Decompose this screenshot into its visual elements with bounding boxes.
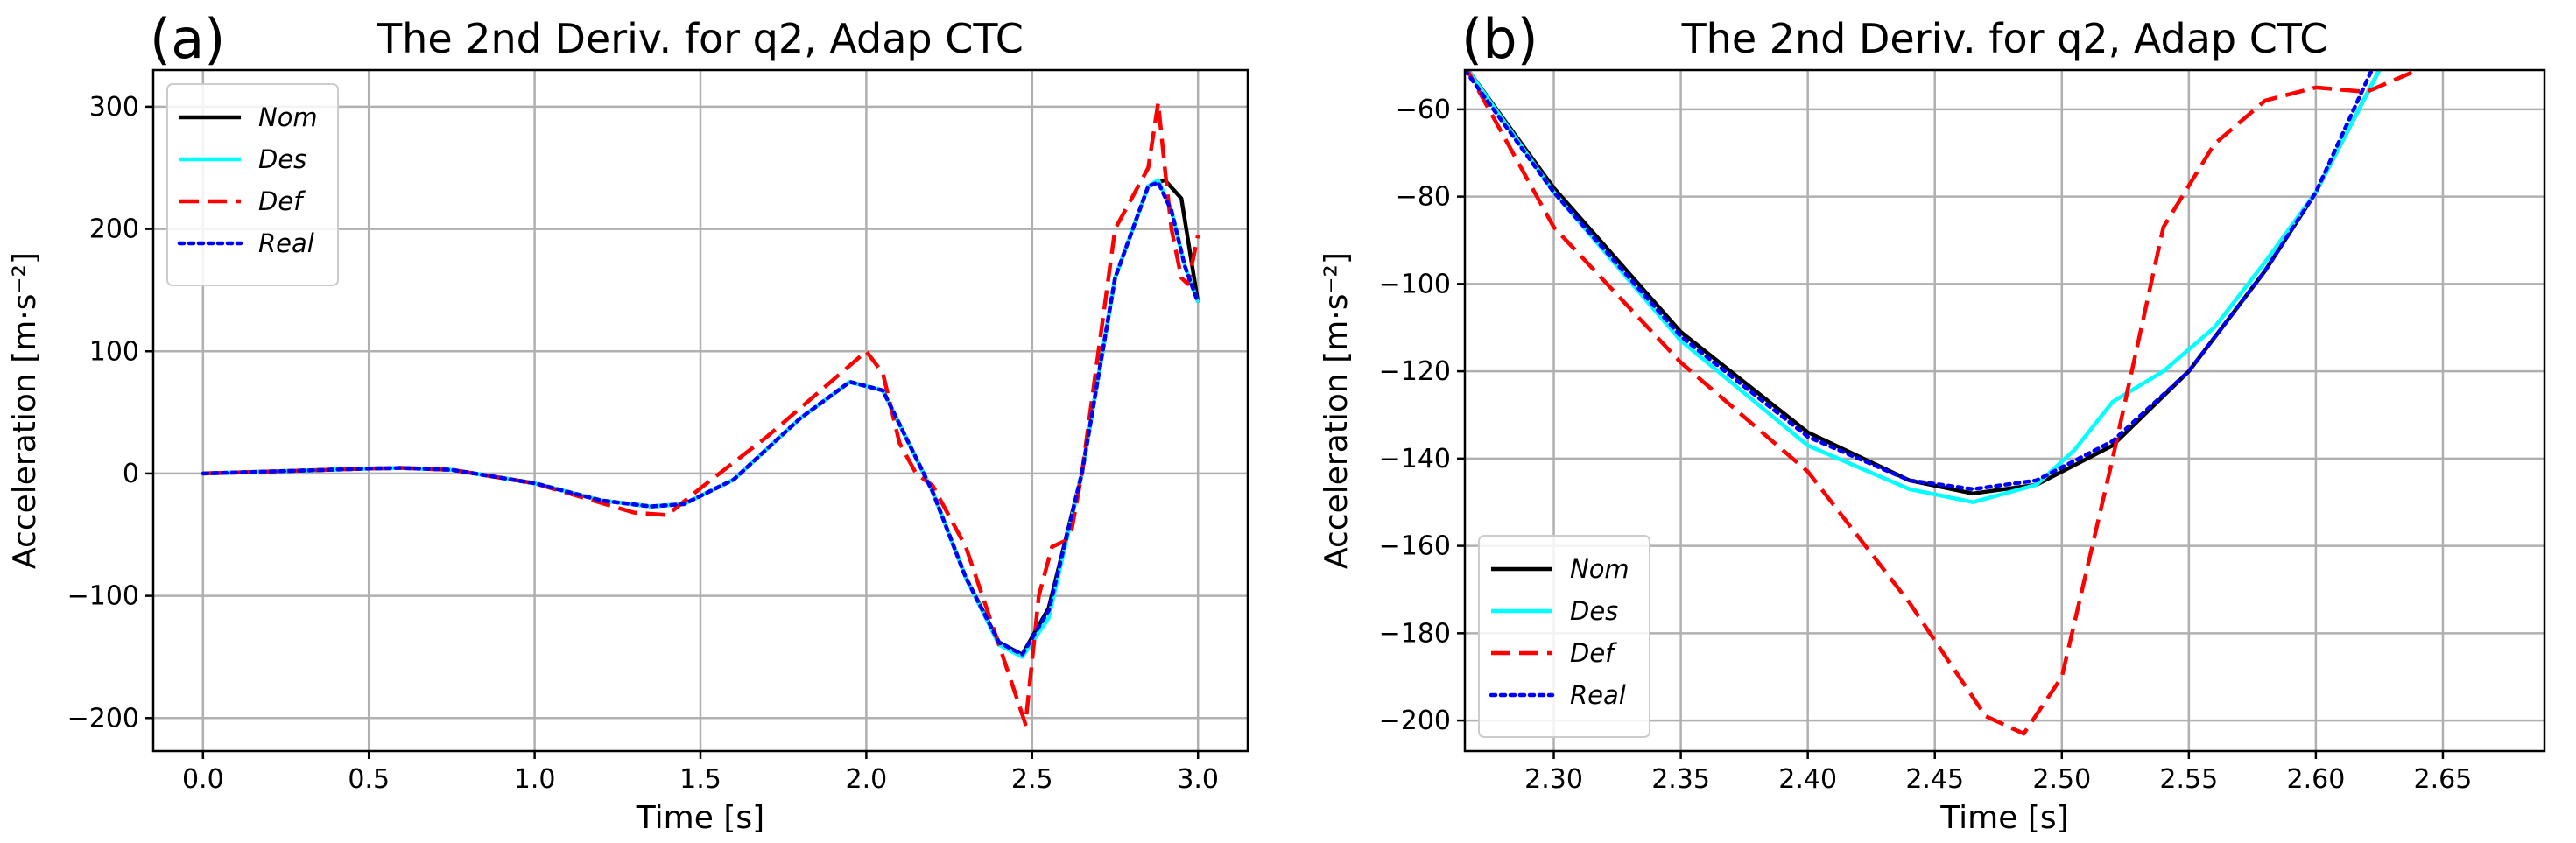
x-tick-label: 0.5 bbox=[348, 764, 390, 795]
y-tick-label: −100 bbox=[67, 581, 139, 612]
series-line-real bbox=[201, 180, 1200, 657]
series-line-real bbox=[1465, 70, 2374, 492]
legend-label-def: Def bbox=[1570, 638, 1617, 668]
y-tick-label: 300 bbox=[89, 92, 139, 123]
x-axis-label: Time [s] bbox=[636, 800, 764, 836]
x-tick-label: 1.5 bbox=[679, 764, 721, 795]
panel-label: (b) bbox=[1461, 7, 1538, 71]
y-tick-label: −100 bbox=[1379, 269, 1451, 299]
y-tick-label: −140 bbox=[1379, 444, 1451, 474]
plot-frame bbox=[1463, 68, 2546, 753]
x-tick-label: 0.0 bbox=[182, 764, 224, 795]
x-tick-label: 2.50 bbox=[2032, 764, 2091, 795]
x-tick-label: 2.45 bbox=[1905, 764, 1964, 795]
chart-title: The 2nd Deriv. for q2, Adap CTC bbox=[1681, 15, 2328, 62]
y-tick-label: −180 bbox=[1379, 618, 1451, 649]
chart-title: The 2nd Deriv. for q2, Adap CTC bbox=[377, 15, 1024, 62]
legend-label-def: Def bbox=[258, 186, 306, 216]
chart-panel-b: 2.30 2.35 2.40 2.45 2.50 2.55 2.60 2.65 −200 −180… bbox=[1319, 7, 2546, 836]
panel-label: (a) bbox=[150, 7, 225, 71]
series-line-def bbox=[202, 101, 1200, 727]
y-axis-label: Acceleration [m·s⁻²] bbox=[7, 252, 43, 569]
series-line-des bbox=[1465, 70, 2382, 504]
legend-box bbox=[1478, 535, 1650, 738]
chart-panel-a: 0.0 0.5 1.0 1.5 2.0 2.5 3.0 −200 −100 0 100 200 300 T… bbox=[7, 7, 1249, 836]
x-tick-label: 2.5 bbox=[1011, 764, 1053, 795]
y-axis-label: Acceleration [m·s⁻²] bbox=[1319, 252, 1355, 569]
y-tick-label: −200 bbox=[1379, 706, 1451, 736]
y-tick-label: 0 bbox=[123, 459, 139, 489]
y-tick-label: 100 bbox=[89, 336, 139, 367]
x-tick-label: 1.0 bbox=[514, 764, 556, 795]
y-tick-label: −60 bbox=[1396, 95, 1451, 125]
legend-box bbox=[166, 83, 339, 286]
y-tick-label: −160 bbox=[1379, 531, 1451, 562]
legend: Nom Des Def Real bbox=[166, 83, 339, 286]
y-tick-label: −120 bbox=[1379, 356, 1451, 387]
y-tick-label: −200 bbox=[67, 703, 139, 734]
x-tick-label: 2.65 bbox=[2414, 764, 2473, 795]
legend-label-nom: Nom bbox=[258, 102, 318, 132]
legend-label-real: Real bbox=[258, 228, 314, 258]
x-tick-label: 2.30 bbox=[1524, 764, 1583, 795]
x-tick-label: 2.40 bbox=[1778, 764, 1837, 795]
legend-label-des: Des bbox=[1570, 596, 1618, 626]
y-tick-label: 200 bbox=[89, 214, 139, 245]
x-tick-label: 2.55 bbox=[2159, 764, 2218, 795]
x-tick-label: 2.0 bbox=[846, 764, 888, 795]
legend: Nom Des Def Real bbox=[1478, 535, 1650, 738]
x-axis-label: Time [s] bbox=[1939, 800, 2068, 836]
legend-label-des: Des bbox=[258, 144, 306, 174]
legend-label-nom: Nom bbox=[1570, 554, 1629, 584]
y-tick-label: −80 bbox=[1396, 182, 1451, 213]
series-line-def bbox=[1465, 70, 2418, 736]
x-tick-label: 2.35 bbox=[1651, 764, 1710, 795]
x-tick-label: 2.60 bbox=[2286, 764, 2345, 795]
legend-label-real: Real bbox=[1570, 680, 1626, 710]
x-tick-label: 3.0 bbox=[1177, 764, 1219, 795]
